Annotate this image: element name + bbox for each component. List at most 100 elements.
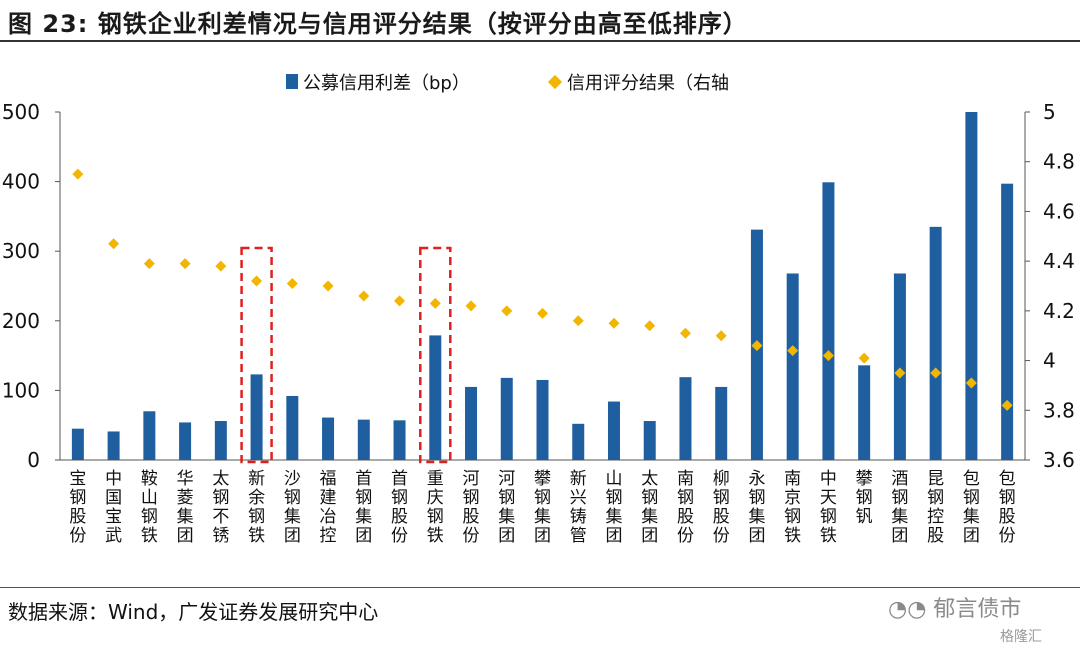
bar-series: [71, 112, 1014, 461]
highlight-box: [240, 246, 273, 464]
score-marker: [179, 258, 191, 270]
category-label: 中天钢铁: [820, 469, 837, 546]
category-label: 酒钢集团: [891, 469, 908, 546]
right-tick-label: 3.6: [1043, 448, 1075, 472]
category-label: 华菱集团: [177, 469, 194, 546]
category-label: 河钢集团: [498, 469, 515, 546]
figure-title: 图 23: 钢铁企业利差情况与信用评分结果（按评分由高至低排序）: [8, 10, 748, 38]
right-tick-label: 3.8: [1043, 398, 1075, 422]
spread-bar: [965, 112, 978, 460]
category-label: 沙钢集团: [284, 469, 301, 546]
score-marker: [572, 315, 584, 327]
title-divider: [0, 40, 1080, 42]
score-marker: [715, 330, 727, 342]
score-marker: [251, 275, 263, 287]
category-label: 新余钢铁: [248, 469, 265, 546]
spread-bar: [143, 411, 156, 460]
wechat-icon: ◔◔: [888, 597, 934, 622]
left-tick-label: 300: [2, 239, 40, 263]
spread-bar: [1001, 183, 1014, 461]
score-marker: [286, 278, 298, 290]
left-tick-label: 0: [27, 448, 40, 472]
right-tick-label: 4.6: [1043, 199, 1075, 223]
spread-bar: [643, 421, 656, 460]
legend-bar-label: 公募信用利差（bp）: [303, 73, 470, 94]
score-marker: [644, 320, 656, 332]
score-marker: [215, 260, 227, 272]
category-label: 南钢股份: [677, 469, 694, 546]
score-marker: [501, 305, 513, 317]
title-bar: 图 23: 钢铁企业利差情况与信用评分结果（按评分由高至低排序）: [0, 0, 1080, 40]
spread-bar: [107, 431, 120, 460]
legend-marker-label: 信用评分结果（右轴: [567, 73, 729, 94]
score-marker: [1001, 399, 1013, 411]
spread-bar: [858, 365, 871, 460]
score-marker: [894, 367, 906, 379]
category-label: 南京钢铁: [784, 469, 801, 546]
right-tick-label: 4.2: [1043, 299, 1075, 323]
category-label: 包钢集团: [963, 469, 980, 546]
legend-marker-swatch: [547, 74, 563, 90]
spread-bar: [572, 423, 585, 460]
score-marker: [751, 340, 763, 352]
spread-bar: [465, 386, 478, 460]
category-label: 宝钢股份: [69, 469, 86, 546]
spread-bar: [250, 374, 263, 460]
score-series: [72, 168, 1013, 411]
score-marker: [143, 258, 155, 270]
left-tick-label: 500: [2, 100, 40, 124]
right-tick-label: 5: [1043, 100, 1056, 124]
spread-bar: [822, 182, 835, 460]
category-label: 攀钢钒: [856, 469, 873, 527]
watermark: ◔◔ 郁言债市: [888, 591, 1021, 623]
spread-bar: [179, 422, 192, 460]
category-label: 昆钢控股: [927, 469, 944, 546]
spread-bar: [393, 420, 406, 460]
score-marker: [72, 168, 84, 180]
right-tick-label: 4.8: [1043, 150, 1075, 174]
score-marker: [394, 295, 406, 307]
source-divider: [0, 587, 1080, 588]
score-marker: [787, 345, 799, 357]
score-marker: [679, 327, 691, 339]
score-marker: [537, 307, 548, 319]
category-label: 攀钢集团: [534, 469, 551, 546]
score-marker: [322, 280, 334, 292]
legend-bar-swatch: [286, 74, 298, 89]
category-label: 首钢股份: [391, 469, 408, 546]
category-label: 首钢集团: [355, 469, 372, 546]
left-tick-label: 400: [2, 170, 40, 194]
spread-bar: [357, 419, 370, 460]
spread-bar: [929, 226, 942, 460]
score-marker: [965, 377, 977, 389]
source-note: 数据来源：Wind，广发证券发展研究中心: [8, 600, 379, 624]
watermark-sub: 格隆汇: [1000, 629, 1042, 645]
score-marker: [358, 290, 370, 302]
category-label: 山钢集团: [605, 469, 622, 546]
score-marker: [608, 317, 620, 329]
spread-bar: [71, 428, 84, 460]
right-tick-label: 4: [1043, 349, 1056, 373]
highlight-box: [419, 246, 452, 464]
spread-bar: [500, 377, 513, 460]
score-marker: [930, 367, 942, 379]
spread-bar: [214, 421, 227, 460]
category-label: 包钢股份: [999, 469, 1016, 546]
spread-bar: [607, 401, 620, 460]
score-marker: [465, 300, 477, 312]
category-label: 柳钢股份: [713, 469, 730, 546]
spread-bar: [679, 377, 692, 460]
category-label: 太钢集团: [641, 469, 658, 546]
legend: 公募信用利差（bp） 信用评分结果（右轴: [286, 73, 729, 94]
score-marker: [822, 350, 834, 362]
category-label: 永钢集团: [748, 469, 765, 546]
score-marker: [858, 352, 870, 364]
category-labels: 宝钢股份 中国宝武 鞍山钢铁 华菱集团 太钢不锈 新余钢铁 沙钢集团 福建冶控 首钢集团 首钢股份…: [69, 469, 1015, 546]
category-label: 鞍山钢铁: [141, 469, 158, 546]
highlight-boxes: [240, 246, 452, 464]
left-tick-label: 100: [2, 378, 40, 402]
category-label: 中国宝武: [105, 469, 122, 546]
category-label: 河钢股份: [463, 469, 480, 546]
category-label: 福建冶控: [320, 469, 337, 546]
spread-bar: [893, 273, 906, 460]
